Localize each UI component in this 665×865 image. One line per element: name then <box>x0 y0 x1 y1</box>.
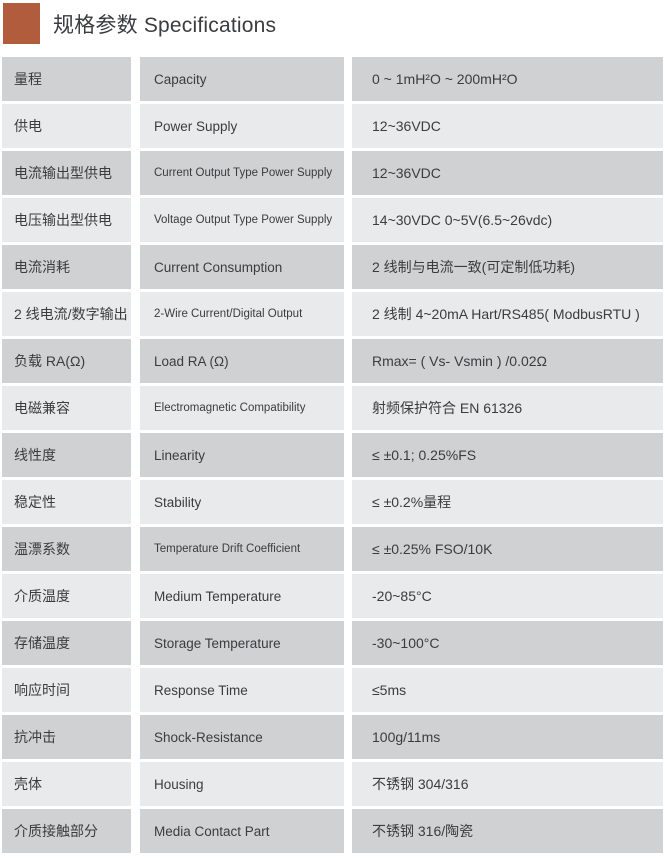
spec-value: ≤5ms <box>352 668 663 712</box>
spec-label-english: Power Supply <box>140 104 344 148</box>
table-row: 2 线电流/数字输出 2-Wire Current/Digital Output… <box>2 292 665 336</box>
spec-value: 射频保护符合 EN 61326 <box>352 386 663 430</box>
spec-label-chinese: 存储温度 <box>2 621 131 665</box>
spec-value: 100g/11ms <box>352 715 663 759</box>
section-header: 规格参数 Specifications <box>0 0 665 57</box>
table-row: 介质温度 Medium Temperature -20~85°C <box>2 574 665 618</box>
spec-label-chinese: 介质温度 <box>2 574 131 618</box>
table-row: 线性度 Linearity ≤ ±0.1; 0.25%FS <box>2 433 665 477</box>
spec-label-english: Voltage Output Type Power Supply <box>140 198 344 242</box>
table-row: 电流输出型供电 Current Output Type Power Supply… <box>2 151 665 195</box>
spec-label-english: Capacity <box>140 57 344 101</box>
table-row: 电流消耗 Current Consumption 2 线制与电流一致(可定制低功… <box>2 245 665 289</box>
spec-label-chinese: 稳定性 <box>2 480 131 524</box>
spec-label-chinese: 电流消耗 <box>2 245 131 289</box>
spec-label-english: Media Contact Part <box>140 809 344 853</box>
spec-value: -30~100°C <box>352 621 663 665</box>
table-row: 供电 Power Supply 12~36VDC <box>2 104 665 148</box>
table-row: 温漂系数 Temperature Drift Coefficient ≤ ±0.… <box>2 527 665 571</box>
table-row: 壳体 Housing 不锈钢 304/316 <box>2 762 665 806</box>
spec-label-chinese: 介质接触部分 <box>2 809 131 853</box>
spec-label-chinese: 电磁兼容 <box>2 386 131 430</box>
page-title: 规格参数 Specifications <box>53 14 277 37</box>
accent-square-icon <box>3 3 40 44</box>
spec-value: 不锈钢 316/陶瓷 <box>352 809 663 853</box>
spec-value: 不锈钢 304/316 <box>352 762 663 806</box>
spec-value: 0 ~ 1mH²O ~ 200mH²O <box>352 57 663 101</box>
table-row: 负载 RA(Ω) Load RA (Ω) Rmax= ( Vs- Vsmin )… <box>2 339 665 383</box>
table-row: 抗冲击 Shock-Resistance 100g/11ms <box>2 715 665 759</box>
table-row: 介质接触部分 Media Contact Part 不锈钢 316/陶瓷 <box>2 809 665 853</box>
table-row: 电压输出型供电 Voltage Output Type Power Supply… <box>2 198 665 242</box>
spec-label-chinese: 2 线电流/数字输出 <box>2 292 131 336</box>
table-row: 量程 Capacity 0 ~ 1mH²O ~ 200mH²O <box>2 57 665 101</box>
spec-table: 量程 Capacity 0 ~ 1mH²O ~ 200mH²O 供电 Power… <box>2 57 665 853</box>
spec-label-english: Storage Temperature <box>140 621 344 665</box>
spec-label-chinese: 壳体 <box>2 762 131 806</box>
spec-label-chinese: 电压输出型供电 <box>2 198 131 242</box>
spec-label-english: Shock-Resistance <box>140 715 344 759</box>
spec-label-english: 2-Wire Current/Digital Output <box>140 292 344 336</box>
spec-label-english: Current Consumption <box>140 245 344 289</box>
spec-label-chinese: 响应时间 <box>2 668 131 712</box>
spec-label-english: Linearity <box>140 433 344 477</box>
spec-label-chinese: 温漂系数 <box>2 527 131 571</box>
spec-label-english: Response Time <box>140 668 344 712</box>
spec-value: 14~30VDC 0~5V(6.5~26vdc) <box>352 198 663 242</box>
spec-value: 2 线制 4~20mA Hart/RS485( ModbusRTU ) <box>352 292 663 336</box>
spec-value: Rmax= ( Vs- Vsmin ) /0.02Ω <box>352 339 663 383</box>
spec-label-english: Housing <box>140 762 344 806</box>
spec-label-chinese: 量程 <box>2 57 131 101</box>
spec-value: 2 线制与电流一致(可定制低功耗) <box>352 245 663 289</box>
spec-value: ≤ ±0.2%量程 <box>352 480 663 524</box>
spec-value: 12~36VDC <box>352 104 663 148</box>
spec-label-chinese: 供电 <box>2 104 131 148</box>
spec-label-chinese: 电流输出型供电 <box>2 151 131 195</box>
spec-label-english: Stability <box>140 480 344 524</box>
table-row: 存储温度 Storage Temperature -30~100°C <box>2 621 665 665</box>
spec-value: ≤ ±0.25% FSO/10K <box>352 527 663 571</box>
spec-value: 12~36VDC <box>352 151 663 195</box>
spec-label-chinese: 抗冲击 <box>2 715 131 759</box>
spec-label-english: Medium Temperature <box>140 574 344 618</box>
spec-label-chinese: 线性度 <box>2 433 131 477</box>
table-row: 响应时间 Response Time ≤5ms <box>2 668 665 712</box>
spec-label-english: Current Output Type Power Supply <box>140 151 344 195</box>
spec-label-english: Load RA (Ω) <box>140 339 344 383</box>
spec-label-chinese: 负载 RA(Ω) <box>2 339 131 383</box>
spec-label-english: Electromagnetic Compatibility <box>140 386 344 430</box>
spec-value: ≤ ±0.1; 0.25%FS <box>352 433 663 477</box>
table-row: 电磁兼容 Electromagnetic Compatibility 射频保护符… <box>2 386 665 430</box>
spec-label-english: Temperature Drift Coefficient <box>140 527 344 571</box>
spec-value: -20~85°C <box>352 574 663 618</box>
table-row: 稳定性 Stability ≤ ±0.2%量程 <box>2 480 665 524</box>
